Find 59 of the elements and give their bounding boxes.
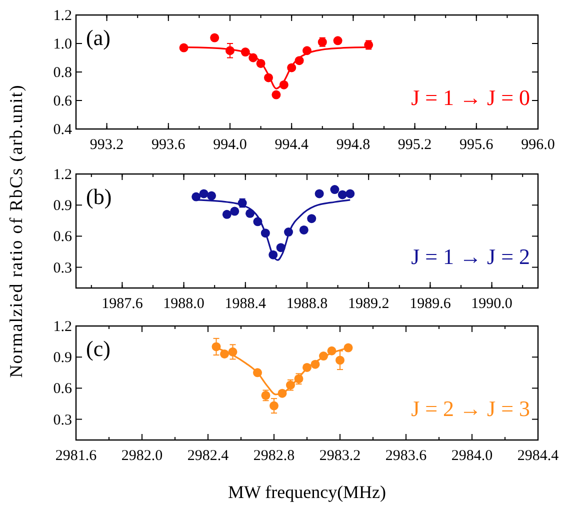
- x-tick-label: 2981.6: [55, 448, 98, 464]
- annotation: J = 1 → J = 2: [411, 244, 530, 269]
- x-axis-title: MW frequency(MHz): [228, 482, 386, 502]
- x-tick-label: 1988.8: [286, 296, 328, 312]
- y-tick-label: 1.0: [53, 36, 72, 52]
- point: [336, 356, 344, 365]
- x-tick-label: 2983.2: [319, 448, 361, 464]
- point: [199, 189, 208, 198]
- x-tick-label: 2982.0: [121, 448, 163, 464]
- point: [346, 189, 355, 198]
- y-tick-label: 0.4: [53, 122, 72, 138]
- point: [314, 189, 324, 198]
- point: [307, 214, 316, 224]
- y-tick-label: 0.3: [53, 412, 72, 428]
- y-tick-label: 0.9: [53, 350, 72, 366]
- x-tick-label: 2983.6: [385, 448, 428, 464]
- point: [207, 191, 216, 200]
- y-tick-label: 0.6: [53, 94, 72, 110]
- x-tick-label: 1988.4: [224, 296, 267, 312]
- point: [272, 90, 281, 100]
- point: [299, 225, 308, 234]
- annotation: (b): [86, 184, 112, 209]
- y-tick-label: 0.3: [53, 260, 72, 276]
- x-tick-label: 994.0: [213, 137, 247, 153]
- annotation: J = 2 → J = 3: [411, 396, 530, 421]
- annotation: (c): [86, 336, 110, 361]
- point: [222, 210, 232, 219]
- x-tick-label: 2982.4: [187, 448, 230, 464]
- annotation: J = 1 → J = 0: [411, 85, 530, 110]
- x-tick-label: 996.0: [521, 137, 555, 153]
- x-tick-label: 994.4: [274, 137, 309, 153]
- y-axis-title: Normalzied ratio of RbCs (arb.unit): [6, 84, 26, 378]
- point: [230, 206, 240, 216]
- x-tick-label: 1988.0: [163, 296, 204, 312]
- y-tick-label: 0.8: [53, 65, 72, 81]
- annotation: (a): [86, 25, 110, 50]
- x-tick-label: 995.2: [398, 137, 432, 153]
- point: [330, 185, 340, 194]
- y-tick-label: 1.2: [53, 8, 72, 24]
- x-tick-label: 993.2: [90, 137, 124, 153]
- x-tick-label: 1989.2: [348, 296, 390, 312]
- y-tick-label: 0.6: [53, 381, 72, 398]
- y-tick-label: 1.2: [53, 167, 72, 183]
- y-tick-label: 1.2: [53, 319, 72, 335]
- point: [333, 36, 342, 46]
- x-tick-label: 2982.8: [253, 448, 295, 464]
- x-tick-label: 1989.6: [410, 296, 452, 312]
- x-tick-label: 995.6: [460, 137, 494, 153]
- x-tick-label: 2984.4: [517, 448, 560, 464]
- x-tick-label: 993.6: [152, 137, 186, 153]
- x-tick-label: 2984.0: [451, 448, 493, 464]
- point: [338, 190, 347, 200]
- x-tick-label: 1987.6: [102, 296, 144, 312]
- y-tick-label: 0.6: [53, 229, 72, 246]
- point: [210, 33, 220, 42]
- point: [270, 401, 278, 410]
- x-tick-label: 1990.0: [471, 296, 512, 312]
- y-tick-label: 0.9: [53, 198, 72, 214]
- x-tick-label: 994.8: [336, 137, 370, 153]
